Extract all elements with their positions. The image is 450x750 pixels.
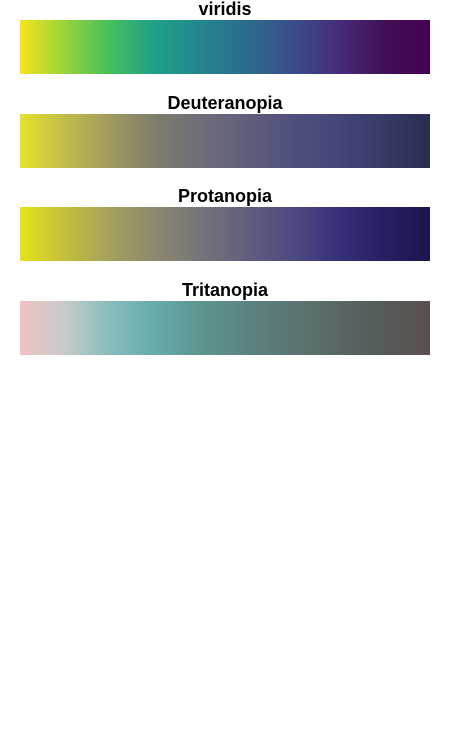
colormap-gradient <box>20 207 430 261</box>
panel-title: Deuteranopia <box>167 93 283 113</box>
colormap-bar <box>20 301 430 355</box>
colormap-panel-tritanopia: Tritanopia <box>20 280 430 355</box>
colormap-panel-viridis: viridis <box>20 0 430 74</box>
panel-title: viridis <box>198 0 252 19</box>
colormap-bar <box>20 207 430 261</box>
colormap-bar <box>20 114 430 168</box>
panel-title: Protanopia <box>177 186 272 206</box>
panel-title: Tritanopia <box>181 280 268 300</box>
colormap-gradient <box>20 301 430 355</box>
colormap-bar <box>20 20 430 74</box>
colormap-panel-deuteranopia: Deuteranopia <box>20 93 430 168</box>
colormap-gradient <box>20 20 430 74</box>
colormap-panel-protanopia: Protanopia <box>20 186 430 261</box>
colormap-gradient <box>20 114 430 168</box>
